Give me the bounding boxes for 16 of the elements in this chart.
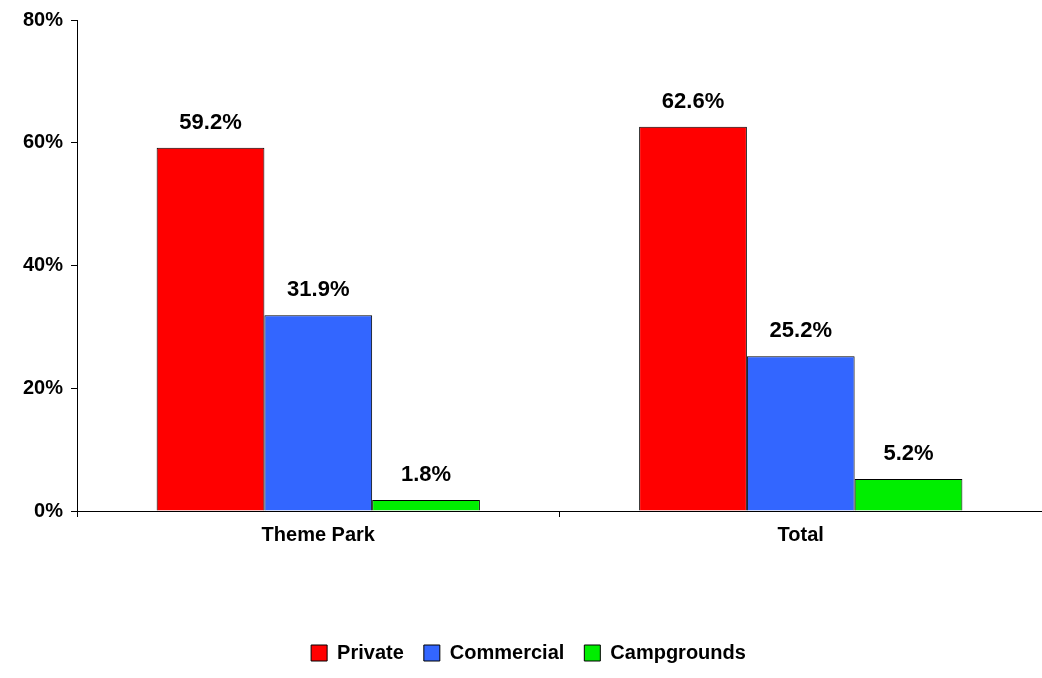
y-tick-label: 60% — [23, 130, 64, 153]
data-label: 59.2% — [179, 108, 242, 134]
legend-label: Campgrounds — [610, 640, 746, 663]
y-tick-label: 20% — [23, 375, 64, 398]
y-tick-label: 80% — [23, 7, 64, 30]
legend-label: Private — [337, 640, 404, 663]
data-label: 5.2% — [883, 440, 934, 466]
data-label: 25.2% — [769, 317, 832, 343]
legend-label: Commercial — [449, 640, 565, 663]
y-tick-label: 40% — [23, 253, 64, 276]
y-tick-label: 0% — [34, 498, 64, 521]
data-label: 62.6% — [661, 87, 725, 113]
data-label: 31.9% — [287, 276, 350, 302]
x-tick-label: Theme Park — [261, 522, 376, 545]
x-tick-label: Total — [777, 522, 824, 545]
data-label: 1.8% — [400, 461, 452, 487]
